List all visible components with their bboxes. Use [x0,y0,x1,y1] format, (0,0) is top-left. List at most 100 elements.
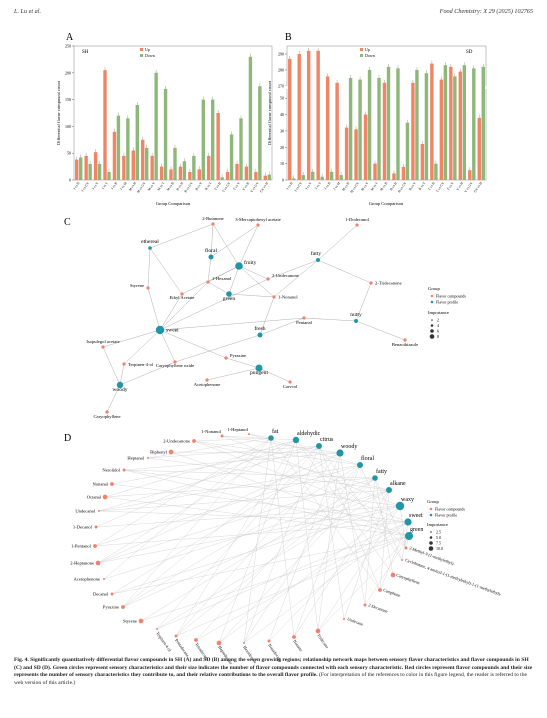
bar-down-a [88,163,92,180]
network-c-label-terpinen-4-ol: Terpinen-4-ol [128,362,154,367]
network-c-label-2-butanone: 2-Butanone [202,216,223,221]
network-d-edge [147,445,320,459]
network-c-edge [159,293,183,331]
x-tick-label-a: J vs GY [80,181,90,193]
network-d-edge [104,477,376,498]
network-c-node-caryophyllene-oxide [173,360,177,364]
bar-down-b [329,171,334,180]
network-d-edge [270,437,381,591]
x-tick-label-b: J vs M [332,181,340,191]
network-d-node-compound-24 [343,618,345,620]
network-c-edge [206,367,260,381]
network-c-edge [317,224,358,261]
network-d-label-compound-0: 1-Heptanol [227,427,248,432]
bar-up-b [477,117,481,180]
bar-down-b [434,163,438,180]
plot-frame-b [286,45,487,181]
bar-down-a [97,163,102,180]
network-d-node-compound-23 [315,628,321,634]
x-tick-label-a: M vs H [128,181,137,192]
network-c-edge [212,223,240,267]
network-c-node-3-mercaptohexyl-acetate [256,223,260,227]
legend-label-up-a: Up [145,47,150,52]
legend-c-importance-label: 8 [437,334,439,339]
y-tick-label-b: 0 [282,178,284,183]
x-tick-label-a: T vs GY [221,181,231,193]
network-c-edge [238,224,259,267]
x-tick-label-a: B vs T [204,181,213,191]
network-d-label-compound-4: Heptanal [127,456,144,461]
bar-down-b [453,76,457,180]
bar-up-b [335,82,339,180]
legend-swatch-down-a [140,54,143,57]
legend-c-importance-dot [431,319,433,321]
network-d-edge [97,477,376,564]
bar-up-a [103,70,107,180]
network-c-label-green: green [223,296,236,302]
x-tick-label-a: T vs Y [232,181,241,191]
network-d-edge [318,445,403,561]
network-c-node-woody [116,381,124,389]
network-c-node-2-butanone [211,222,215,226]
network-d-edge [293,489,390,638]
y-tick-label-a: 200 [65,70,71,75]
panel-b-chart: B 0 10 20 30 40 50 270 280 290 Differential flavor… [267,32,489,206]
network-d-node-compound-14 [121,605,125,609]
network-d-edge [379,489,390,591]
bar-up-a [207,155,211,180]
y-tick-label-a: 50 [67,151,71,156]
network-d-label-compound-13: Decanal [93,592,109,597]
network-c-label-woody: woody [112,387,127,393]
y-tick-label-a: 0 [69,178,71,183]
x-tick-label-a: M vs Y [147,181,156,192]
bar-up-b [325,76,330,180]
bar-down-b [472,68,476,180]
legend-d-importance-dot [429,536,433,539]
network-c-label-1-dodecanol: 1-Dodecanol [345,217,369,222]
network-c-node-benzothiazole [403,338,407,342]
network-c-node-fatty [316,258,320,262]
network-d-node-green [405,532,413,540]
bar-down-b [301,175,305,180]
legend-c-importance-dot [429,334,435,339]
x-tick-label-a: M vs GY [136,181,147,194]
x-tick-label-a: J vs T [101,181,109,191]
legend-c-importance-label: 6 [437,329,439,334]
network-c-node-1-hexanol [206,280,210,284]
network-d-label-compound-22: Nonane [292,639,304,653]
network-d-label-compound-23: Tridecane [316,633,330,650]
bar-up-a [225,171,230,180]
network-c-edge [174,334,261,363]
network-d-edge [359,464,403,561]
network-d-edge [243,437,272,644]
network-c-node-fresh [257,332,263,338]
bar-down-a [79,157,83,180]
panel-label-c: C [64,217,71,228]
x-tick-label-b: B vs T [418,181,427,191]
x-tick-label-b: J vs GY [293,181,303,193]
running-header-authors: L. Lu et al. [14,8,41,15]
network-c-edge [147,287,161,331]
network-d-edge [399,505,407,549]
network-c-edge [119,361,176,386]
network-d-edge [111,452,341,595]
bar-down-b [320,176,324,180]
network-c-edge [119,363,125,386]
bar-down-b [396,68,400,180]
network-d-edge [97,505,401,564]
x-tick-label-b: Y vs H [455,181,464,192]
bar-up-b [354,129,358,180]
bar-down-a [116,115,121,180]
bar-up-a [254,171,258,180]
network-c-edge [225,357,260,369]
legend-d-group-title: Group [427,499,439,504]
network-d-node-citrus [316,443,322,449]
network-d-label-compound-9: 1-Decanol [73,525,93,530]
network-c-edge [228,293,275,298]
network-d-label-compound-6: Nonanal [92,482,108,487]
legend-c-importance-label: 2 [437,318,439,323]
x-tick-label-b: T vs Y [446,181,455,191]
network-c-edge [238,265,269,280]
network-c-edge [149,247,183,295]
y-tick-label-b: 10 [280,161,284,166]
